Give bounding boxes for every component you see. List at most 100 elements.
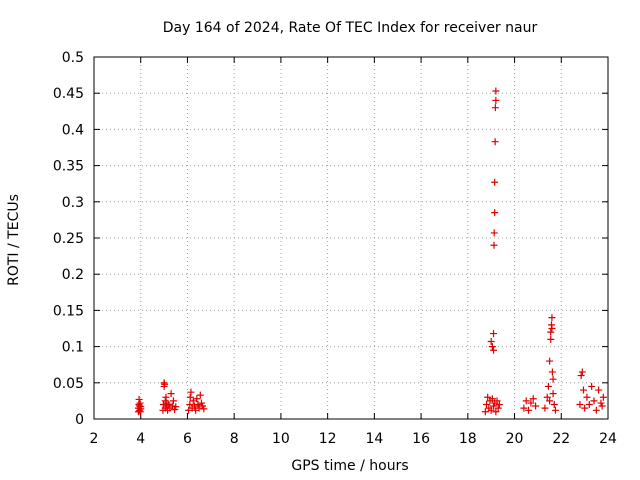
- data-point: [135, 395, 143, 403]
- y-tick-label: 0.5: [62, 50, 84, 66]
- data-point: [546, 357, 554, 365]
- data-point: [585, 401, 593, 409]
- data-point: [491, 209, 499, 217]
- y-tick-label: 0: [75, 412, 84, 428]
- data-point: [579, 386, 587, 394]
- data-point: [583, 393, 591, 401]
- x-tick-label: 4: [136, 431, 145, 447]
- data-point: [165, 401, 173, 409]
- x-tick-label: 8: [230, 431, 239, 447]
- x-tick-label: 2: [90, 431, 99, 447]
- data-point: [490, 241, 498, 249]
- data-point: [192, 406, 200, 414]
- data-point: [577, 372, 585, 380]
- x-axis-label: GPS time / hours: [291, 458, 408, 474]
- y-tick-label: 0.2: [62, 267, 84, 283]
- data-point: [549, 390, 557, 398]
- data-point: [490, 330, 498, 338]
- data-point: [185, 406, 193, 414]
- y-tick-label: 0.25: [53, 231, 84, 247]
- chart-title: Day 164 of 2024, Rate Of TEC Index for r…: [163, 20, 538, 36]
- data-point: [492, 408, 500, 416]
- data-point: [527, 399, 535, 407]
- data-point: [490, 229, 498, 237]
- y-tick-label: 0.4: [62, 122, 84, 138]
- data-point: [137, 403, 145, 411]
- data-points: [134, 87, 607, 416]
- data-point: [592, 406, 600, 414]
- data-point: [187, 388, 195, 396]
- data-point: [193, 395, 201, 403]
- y-tick-label: 0.45: [53, 86, 84, 102]
- data-point: [599, 393, 607, 401]
- data-point: [487, 338, 495, 346]
- y-axis-label: ROTI / TECUs: [6, 194, 22, 286]
- data-point: [189, 397, 197, 405]
- y-tick-label: 0.3: [62, 195, 84, 211]
- y-tick-label: 0.05: [53, 376, 84, 392]
- data-point: [492, 87, 500, 95]
- data-point: [186, 401, 194, 409]
- data-point: [162, 393, 170, 401]
- data-point: [590, 397, 598, 405]
- data-point: [483, 401, 491, 409]
- data-point: [548, 314, 556, 322]
- data-point: [491, 178, 499, 186]
- data-point: [543, 393, 551, 401]
- data-point: [194, 401, 202, 409]
- data-point: [488, 343, 496, 351]
- data-point: [484, 393, 492, 401]
- data-point: [544, 382, 552, 390]
- x-tick-label: 20: [506, 431, 524, 447]
- data-point: [200, 405, 208, 413]
- x-tick-label: 24: [599, 431, 617, 447]
- data-point: [551, 406, 559, 414]
- data-point: [550, 401, 558, 409]
- y-tick-label: 0.15: [53, 303, 84, 319]
- data-point: [190, 402, 198, 410]
- data-point: [169, 397, 177, 405]
- data-point: [588, 382, 596, 390]
- data-point: [595, 386, 603, 394]
- data-point: [549, 375, 557, 383]
- data-point: [546, 397, 554, 405]
- data-point: [547, 335, 555, 343]
- data-point: [576, 401, 584, 409]
- y-tick-label: 0.1: [62, 340, 84, 356]
- data-point: [487, 406, 495, 414]
- x-tick-label: 16: [412, 431, 430, 447]
- data-point: [167, 390, 175, 398]
- data-point: [195, 404, 203, 412]
- data-point: [491, 104, 499, 112]
- data-point: [547, 328, 555, 336]
- data-point: [481, 408, 489, 416]
- data-point: [494, 404, 502, 412]
- data-point: [598, 402, 606, 410]
- data-point: [548, 325, 556, 332]
- data-point: [548, 368, 556, 376]
- data-point: [532, 402, 540, 410]
- data-point: [529, 395, 537, 403]
- x-tick-label: 18: [459, 431, 477, 447]
- data-point: [493, 397, 501, 405]
- x-tick-label: 14: [365, 431, 383, 447]
- data-point: [520, 404, 528, 412]
- x-tick-label: 22: [552, 431, 570, 447]
- axis-ticks: 2 4 6 8 10 12 14 16 18 20 22 2400.050.10.150.20.250…: [53, 50, 617, 447]
- data-point: [136, 399, 144, 407]
- data-point: [522, 397, 530, 405]
- data-point: [172, 403, 180, 411]
- x-tick-label: 12: [319, 431, 337, 447]
- grid: [94, 57, 608, 419]
- data-point: [492, 96, 500, 104]
- data-point: [161, 380, 169, 388]
- data-point: [581, 404, 589, 412]
- x-tick-label: 10: [272, 431, 290, 447]
- data-point: [541, 404, 549, 412]
- data-point: [525, 406, 533, 414]
- y-tick-label: 0.35: [53, 159, 84, 175]
- data-point: [578, 368, 586, 376]
- x-tick-label: 6: [183, 431, 192, 447]
- data-point: [495, 401, 503, 409]
